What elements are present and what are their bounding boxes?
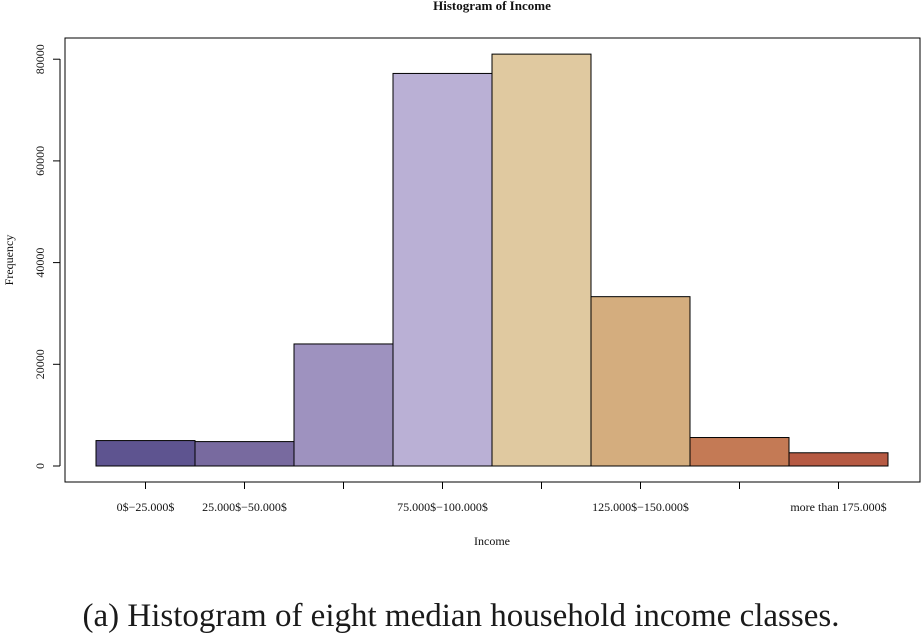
y-tick-label: 40000 bbox=[33, 248, 47, 278]
bar-5 bbox=[491, 53, 592, 467]
y-tick-label: 80000 bbox=[33, 44, 47, 74]
x-axis: 0$−25.000$ 25.000$−50.000$ 75.000$−100.000… bbox=[117, 481, 887, 514]
y-tick-label: 0 bbox=[33, 463, 47, 469]
y-axis: 0 20000 40000 60000 80000 bbox=[33, 44, 61, 469]
bar-2 bbox=[194, 441, 295, 467]
y-tick-label: 20000 bbox=[33, 349, 47, 379]
x-tick-label: 0$−25.000$ bbox=[117, 500, 175, 514]
bar-3 bbox=[293, 343, 394, 467]
histogram-chart: Histogram of Income 0 20000 40000 60000 8000… bbox=[2, 0, 921, 548]
x-axis-label: Income bbox=[474, 534, 510, 548]
bars-layer bbox=[95, 53, 889, 467]
x-tick-label: more than 175.000$ bbox=[790, 500, 886, 514]
x-tick-label: 25.000$−50.000$ bbox=[202, 500, 287, 514]
bar-6 bbox=[590, 296, 691, 467]
bar-7 bbox=[689, 437, 790, 467]
x-tick-label: 125.000$−150.000$ bbox=[592, 500, 689, 514]
figure-caption: (a) Histogram of eight median household … bbox=[82, 598, 840, 634]
x-tick-label: 75.000$−100.000$ bbox=[397, 500, 488, 514]
y-tick-label: 60000 bbox=[33, 146, 47, 176]
y-axis-label: Frequency bbox=[2, 235, 16, 286]
bar-4 bbox=[392, 72, 493, 467]
chart-title: Histogram of Income bbox=[433, 0, 551, 13]
bar-8 bbox=[788, 452, 889, 467]
bar-1 bbox=[95, 440, 196, 467]
